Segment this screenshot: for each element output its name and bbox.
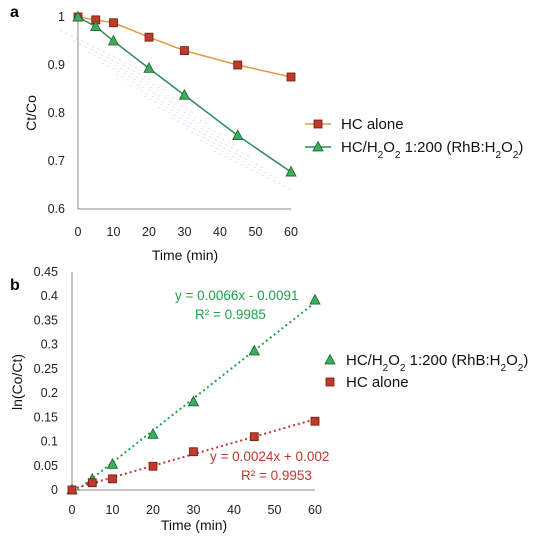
y-tick-label-a: 0.9 — [48, 58, 65, 72]
fit-equation-b-1: y = 0.0024x + 0.002 — [210, 449, 329, 464]
legend-marker-b-0 — [324, 353, 336, 365]
legend-a: HC alone HC/H2O2 1:200 (RhB:H2O2) — [305, 116, 523, 161]
artifact-streak — [59, 29, 141, 71]
legend-label-a-1: HC/H2O2 1:200 (RhB:H2O2) — [341, 139, 523, 161]
artifact-streak — [87, 51, 169, 93]
artifact-streak — [199, 139, 281, 181]
data-point-a-1 — [107, 34, 120, 46]
y-tick-label-b: 0.05 — [34, 459, 58, 473]
data-point-b-1 — [189, 447, 198, 457]
data-point-a-1 — [178, 88, 191, 100]
data-point-a-0 — [144, 32, 154, 42]
data-point-b-0 — [147, 427, 159, 439]
y-axis-label-b: ln(Co/Ct) — [9, 354, 25, 410]
legend-b: HC/H2O2 1:200 (RhB:H2O2)HC alone — [324, 352, 528, 391]
data-point-a-1 — [72, 10, 84, 22]
y-tick-label-b: 0.1 — [41, 435, 58, 449]
y-tick-label-b: 0.4 — [41, 289, 58, 303]
data-point-a-0 — [109, 18, 118, 28]
x-tick-label-a: 50 — [249, 225, 263, 239]
y-tick-label-b: 0.3 — [41, 338, 58, 352]
x-tick-label-b: 40 — [227, 503, 241, 517]
x-tick-label-b: 20 — [146, 503, 160, 517]
x-tick-label-a: 30 — [178, 225, 192, 239]
y-tick-label-a: 0.8 — [48, 106, 65, 120]
data-point-b-1 — [67, 485, 77, 495]
legend-marker-b-1 — [325, 377, 335, 387]
data-point-a-1 — [285, 165, 297, 177]
legend-marker-a-0 — [313, 119, 323, 129]
data-point-a-1 — [90, 20, 102, 32]
x-tick-label-b: 30 — [187, 503, 201, 517]
fit-r2-b-1: R² = 0.9953 — [241, 468, 312, 483]
chart-panel-a: a 0 10 20 30 40 50 60 0.6 0.7 0.8 0.9 1 Time (min)… — [10, 4, 523, 263]
y-axis-label-a: Ct/Co — [23, 95, 39, 131]
x-axis-label-b: Time (min) — [161, 517, 227, 533]
data-point-b-0 — [248, 344, 260, 356]
data-point-b-0 — [187, 395, 200, 407]
legend-label-b-1: HC alone — [346, 374, 409, 391]
data-point-a-1 — [232, 129, 244, 140]
y-tick-label-b: 0 — [51, 483, 58, 497]
artifact-streak — [213, 150, 295, 192]
panel-label-a: a — [10, 4, 19, 21]
fit-r2-b-0: R² = 0.9985 — [195, 307, 266, 322]
artifact-streak — [101, 62, 183, 104]
data-point-b-1 — [249, 432, 259, 442]
x-tick-label-a: 60 — [284, 225, 298, 239]
y-tick-label-a: 0.7 — [48, 154, 65, 168]
x-axis-label-a: Time (min) — [152, 247, 218, 263]
y-tick-label-b: 0.15 — [34, 410, 58, 424]
x-tick-label-b: 50 — [268, 503, 282, 517]
data-point-b-1 — [148, 461, 158, 471]
y-tick-label-a: 0.6 — [48, 202, 65, 216]
data-point-a-0 — [286, 72, 296, 82]
data-point-b-1 — [310, 416, 320, 426]
x-tick-label-a: 40 — [213, 225, 227, 239]
fit-equation-b-0: y = 0.0066x - 0.0091 — [175, 288, 298, 303]
x-tick-label-a: 20 — [142, 225, 156, 239]
legend-label-b-0: HC/H2O2 1:200 (RhB:H2O2) — [346, 352, 528, 374]
y-tick-label-b: 0.35 — [34, 313, 58, 327]
y-tick-label-b: 0.2 — [41, 386, 58, 400]
artifact-streak — [185, 128, 267, 170]
x-tick-label-a: 10 — [107, 225, 121, 239]
data-point-a-0 — [233, 60, 243, 70]
artifact-streak — [73, 40, 155, 82]
panel-label-b: b — [10, 277, 20, 294]
data-point-a-1 — [143, 62, 155, 73]
legend-label-a-0: HC alone — [341, 116, 404, 133]
trendline-b-0 — [76, 301, 316, 491]
data-point-b-0 — [106, 457, 119, 469]
data-point-a-0 — [180, 46, 189, 55]
legend-marker-a-1 — [312, 140, 324, 152]
x-tick-label-b: 60 — [308, 503, 322, 517]
data-point-b-1 — [87, 478, 97, 488]
chart-panel-b: b 0 10 20 30 40 50 60 0 0.05 0.1 0.15 0.2 0.25 0.3 0.… — [9, 265, 528, 533]
data-point-b-1 — [108, 474, 117, 484]
y-tick-label-b: 0.25 — [34, 362, 58, 376]
x-tick-label-a: 0 — [75, 225, 82, 239]
data-point-b-0 — [309, 293, 321, 305]
y-tick-label-a: 1 — [58, 10, 65, 24]
x-tick-label-b: 10 — [106, 503, 120, 517]
y-tick-label-b: 0.45 — [34, 265, 58, 279]
x-tick-label-b: 0 — [69, 503, 76, 517]
